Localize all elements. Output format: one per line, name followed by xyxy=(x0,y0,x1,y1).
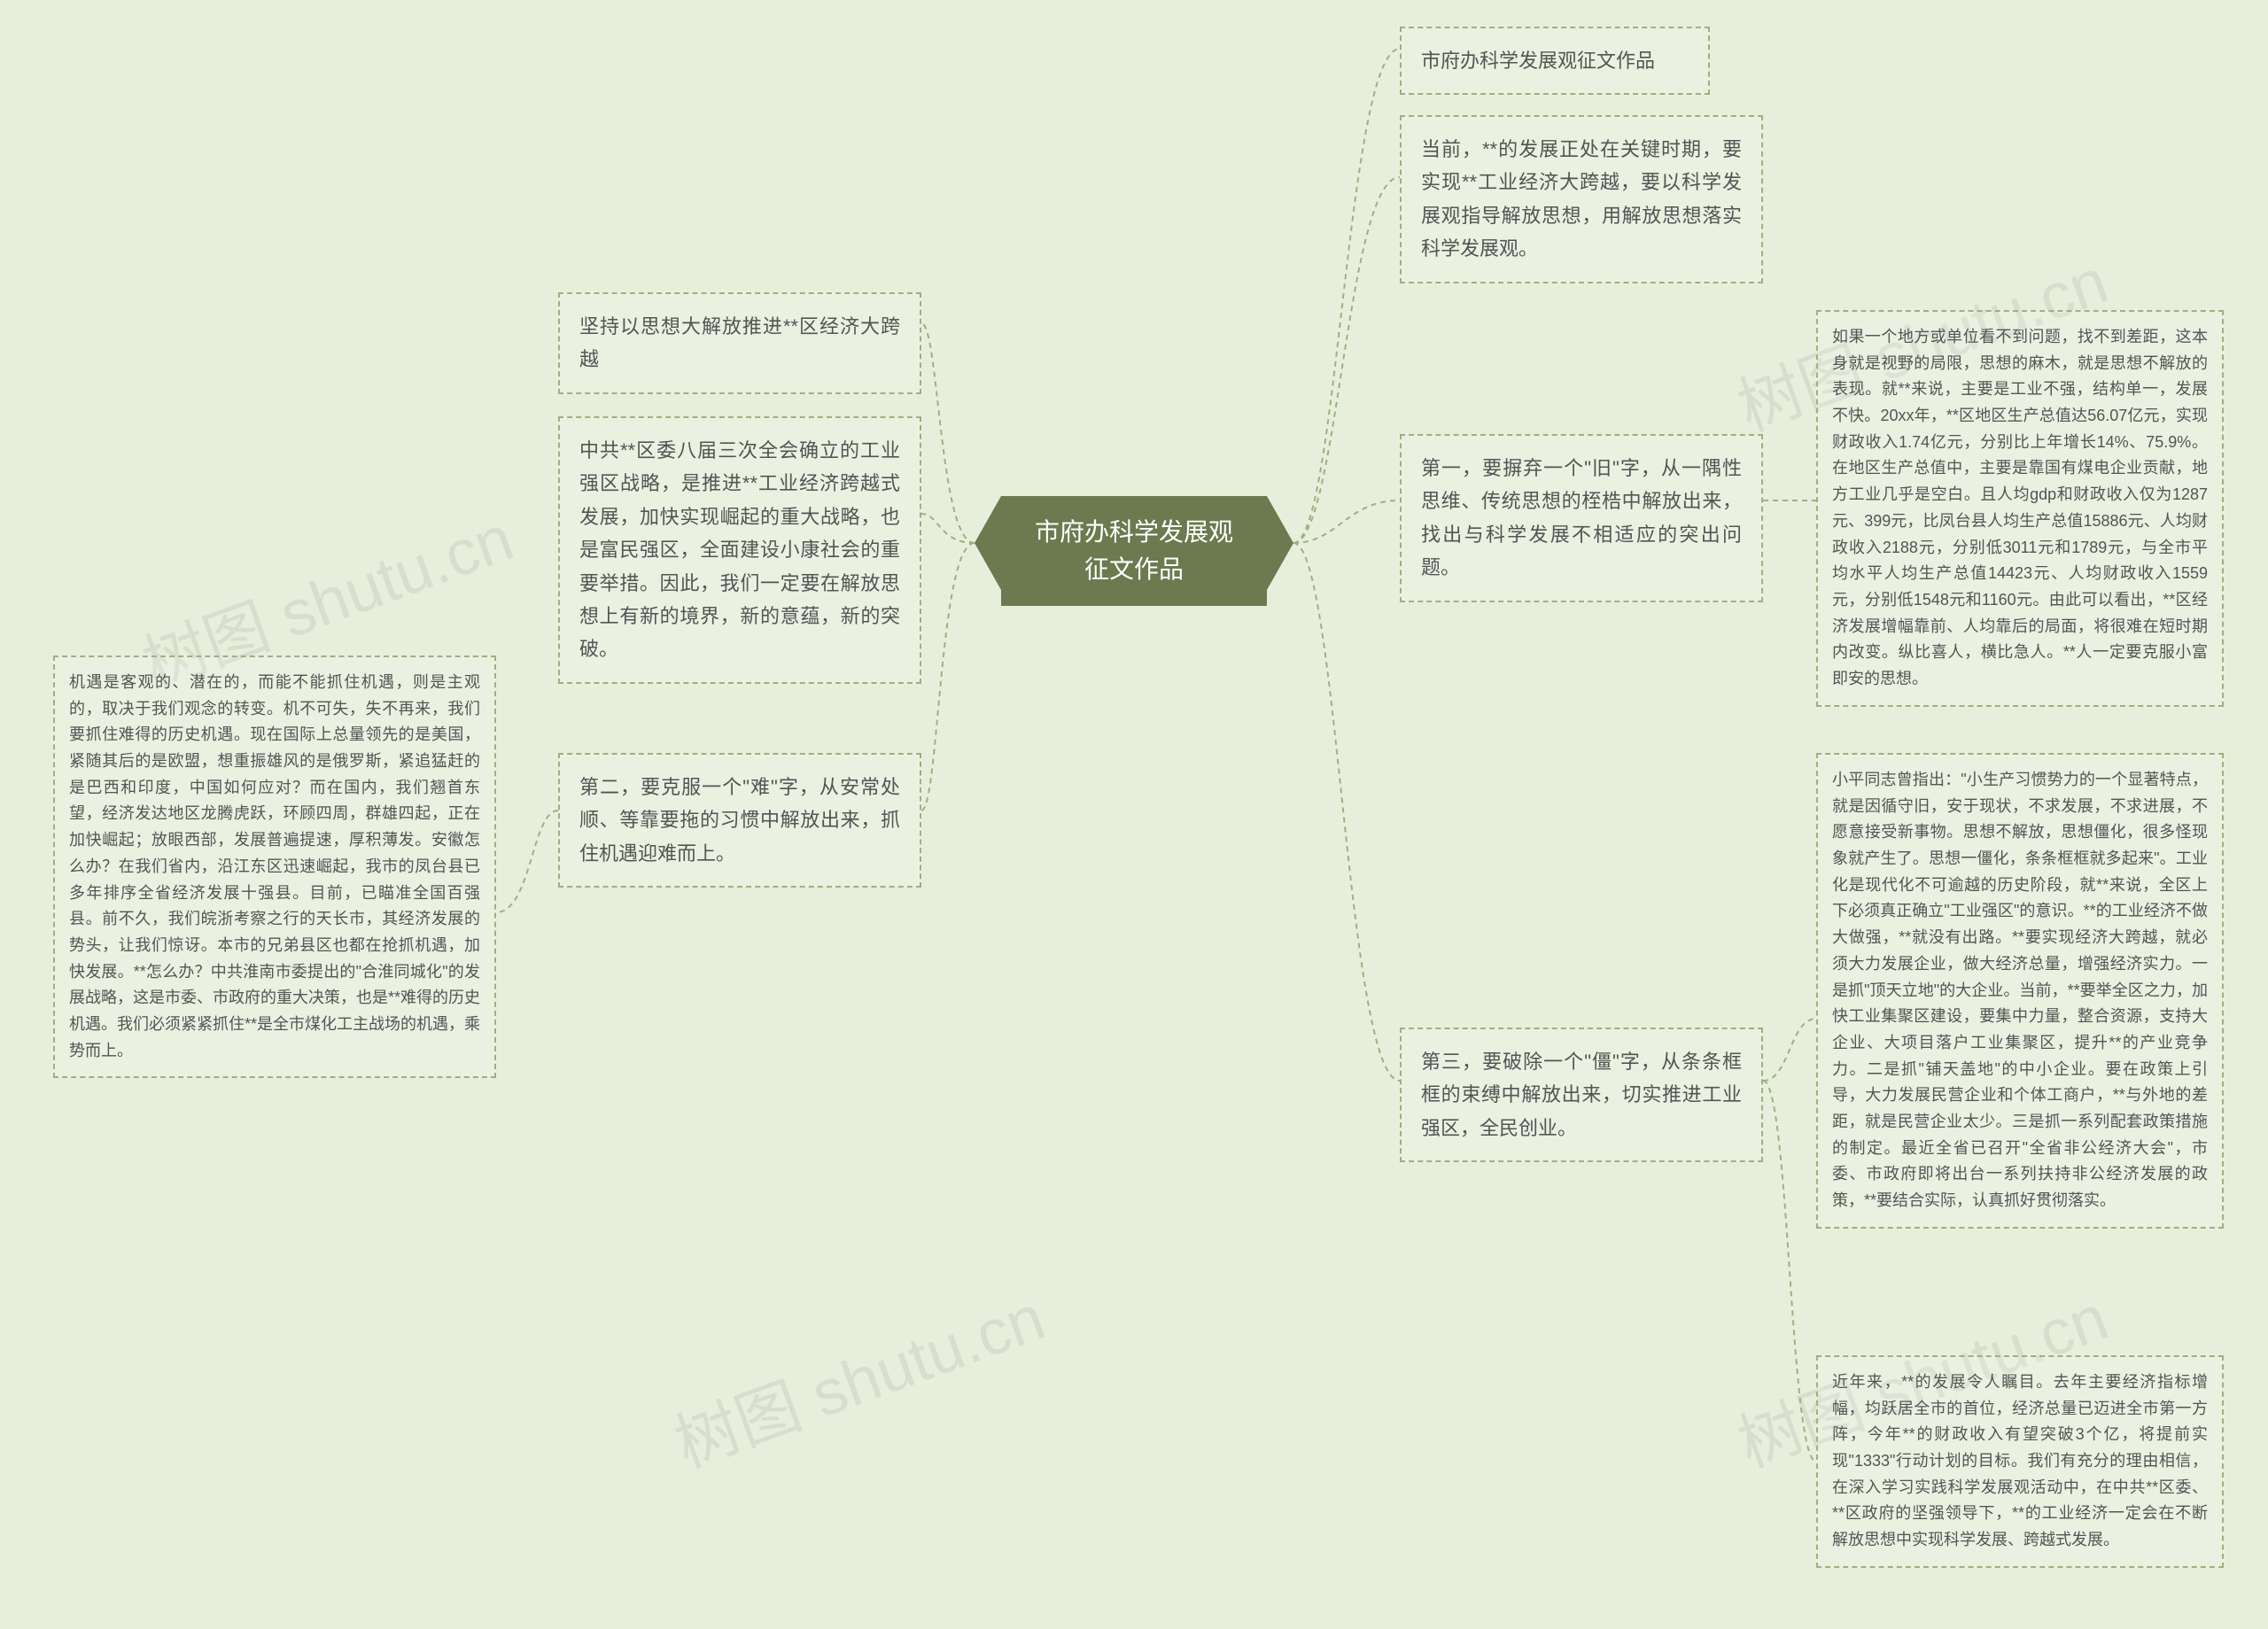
node-r3: 第一，要摒弃一个"旧"字，从一隅性思维、传统思想的桎梏中解放出来，找出与科学发展… xyxy=(1400,434,1763,602)
node-r5-detail: 近年来，**的发展令人瞩目。去年主要经济指标增幅，均跃居全市的首位，经济总量已迈… xyxy=(1816,1355,2224,1568)
node-r3-detail: 如果一个地方或单位看不到问题，找不到差距，这本身就是视野的局限，思想的麻木，就是… xyxy=(1816,310,2224,707)
center-node: 市府办科学发展观征文作品 xyxy=(1001,496,1267,606)
node-l3-detail: 机遇是客观的、潜在的，而能不能抓住机遇，则是主观的，取决于我们观念的转变。机不可… xyxy=(53,655,496,1078)
node-r4-detail: 小平同志曾指出："小生产习惯势力的一个显著特点，就是因循守旧，安于现状，不求发展… xyxy=(1816,753,2224,1229)
node-r1: 市府办科学发展观征文作品 xyxy=(1400,27,1710,95)
node-r4: 第三，要破除一个"僵"字，从条条框框的束缚中解放出来，切实推进工业强区，全民创业… xyxy=(1400,1028,1763,1162)
node-l2: 中共**区委八届三次全会确立的工业强区战略，是推进**工业经济跨越式发展，加快实… xyxy=(558,416,921,684)
watermark: 树图 shutu.cn xyxy=(660,1266,1055,1485)
node-l3: 第二，要克服一个"难"字，从安常处顺、等靠要拖的习惯中解放出来，抓住机遇迎难而上… xyxy=(558,753,921,888)
node-r2: 当前，**的发展正处在关键时期，要实现**工业经济大跨越，要以科学发展观指导解放… xyxy=(1400,115,1763,283)
node-l1: 坚持以思想大解放推进**区经济大跨越 xyxy=(558,292,921,394)
center-title: 市府办科学发展观征文作品 xyxy=(1035,518,1233,583)
